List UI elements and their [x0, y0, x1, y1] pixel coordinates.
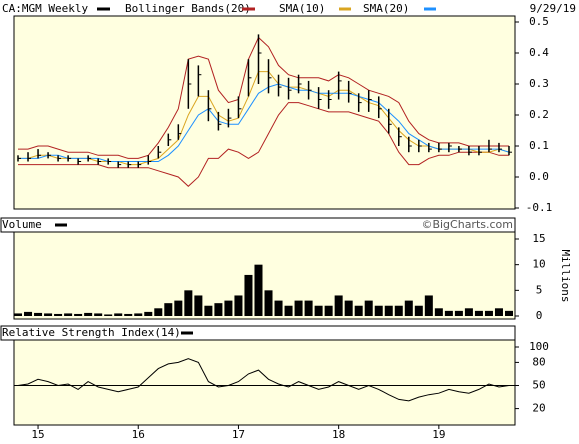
- y-tick-label: 0.4: [529, 46, 549, 59]
- legend-label: SMA(10): [279, 2, 325, 15]
- bar: [314, 305, 323, 316]
- bar: [54, 313, 63, 316]
- bar: [294, 300, 303, 316]
- bar: [234, 295, 243, 316]
- credit: ©BigCharts.com: [421, 218, 513, 231]
- y-tick-label: -0.1: [526, 201, 553, 214]
- bar: [64, 313, 73, 316]
- x-tick-label: 19: [432, 428, 445, 441]
- bar: [324, 305, 333, 316]
- bar: [364, 300, 373, 316]
- bar: [174, 300, 183, 316]
- bar: [274, 300, 283, 316]
- bar: [374, 305, 383, 316]
- x-tick-label: 18: [332, 428, 345, 441]
- x-tick-label: 17: [232, 428, 245, 441]
- bar: [344, 300, 353, 316]
- bar: [334, 295, 343, 316]
- date-label: 9/29/19: [530, 2, 576, 15]
- volume-title: Volume: [2, 218, 42, 231]
- bar: [14, 313, 23, 316]
- bar: [244, 274, 253, 316]
- bar: [214, 303, 223, 316]
- bar: [224, 300, 233, 316]
- y-tick-label: 0: [536, 309, 543, 322]
- bar: [84, 312, 93, 316]
- bar: [484, 310, 493, 316]
- legend-label: Bollinger Bands(20): [125, 2, 251, 15]
- bar: [144, 311, 153, 316]
- x-tick-label: 16: [132, 428, 145, 441]
- y-tick-label: 0.5: [529, 15, 549, 28]
- bar: [44, 313, 53, 316]
- bar: [354, 305, 363, 316]
- bar: [34, 312, 43, 316]
- bar: [284, 305, 293, 316]
- bar: [74, 313, 83, 316]
- y-tick-label: 20: [532, 402, 545, 415]
- y-tick-label: 10: [532, 258, 545, 271]
- bar: [504, 310, 513, 316]
- line: [17, 358, 510, 402]
- y-tick-label: 0.2: [529, 108, 549, 121]
- price-panel: [13, 15, 516, 210]
- bar: [104, 314, 113, 316]
- bar: [394, 305, 403, 316]
- bar: [494, 308, 503, 316]
- bar: [424, 295, 433, 316]
- y-tick-label: 0.0: [529, 170, 549, 183]
- bar: [474, 310, 483, 316]
- y-tick-label: 0.1: [529, 139, 549, 152]
- rsi-title: Relative Strength Index(14): [2, 326, 181, 339]
- bar: [404, 300, 413, 316]
- bar: [134, 313, 143, 316]
- y-tick-label: 80: [532, 355, 545, 368]
- bar: [444, 310, 453, 316]
- rsi-panel: [13, 339, 516, 426]
- line: [18, 102, 509, 187]
- x-tick-label: 15: [31, 428, 44, 441]
- bar: [264, 290, 273, 316]
- y-axis-label: Millions: [559, 250, 572, 303]
- bar: [114, 313, 123, 316]
- line: [18, 36, 509, 159]
- bar: [94, 313, 103, 316]
- legend-label: SMA(20): [363, 2, 409, 15]
- y-tick-label: 0.3: [529, 77, 549, 90]
- bar: [164, 303, 173, 316]
- bar: [454, 310, 463, 316]
- bar: [304, 300, 313, 316]
- bar: [184, 290, 193, 316]
- bar: [414, 305, 423, 316]
- bar: [124, 313, 133, 316]
- bar: [254, 264, 263, 316]
- bar: [464, 308, 473, 316]
- bar: [384, 305, 393, 316]
- legend-label: CA:MGM Weekly: [2, 2, 88, 15]
- y-tick-label: 100: [529, 340, 549, 353]
- bar: [24, 311, 33, 316]
- bar: [434, 308, 443, 316]
- bar: [194, 295, 203, 316]
- line: [18, 83, 510, 162]
- y-tick-label: 5: [536, 283, 543, 296]
- bar: [204, 305, 213, 316]
- y-tick-label: 50: [532, 379, 545, 392]
- bar: [154, 308, 163, 316]
- y-tick-label: 15: [532, 232, 545, 245]
